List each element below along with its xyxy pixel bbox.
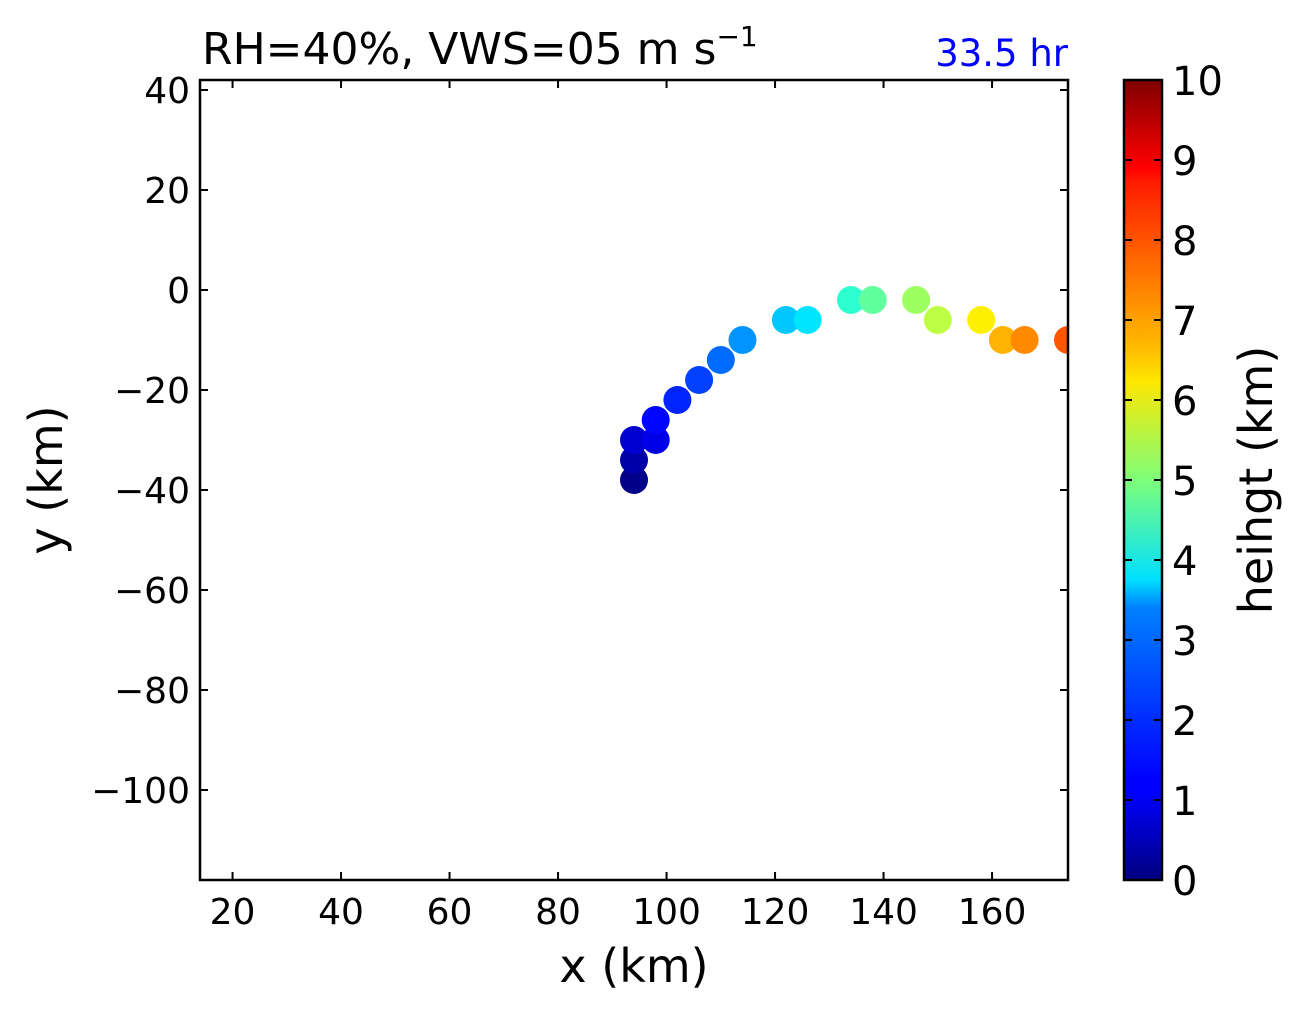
colorbar-tick-label: 10 — [1172, 59, 1223, 105]
colorbar-tick-label: 8 — [1172, 219, 1197, 265]
scatter-point — [1010, 326, 1039, 354]
chart-title-text: RH=40%, VWS=05 m s — [202, 24, 716, 75]
colorbar-tick-label: 2 — [1172, 699, 1197, 745]
scatter-point — [663, 386, 692, 414]
scatter-point — [620, 446, 648, 474]
scatter-point — [706, 346, 735, 374]
scatter-point — [837, 286, 865, 314]
colorbar-tick-label: 0 — [1172, 859, 1197, 905]
x-tick-label: 120 — [741, 892, 810, 933]
scatter-point — [641, 426, 670, 454]
colorbar-ticks: 0 1 2 3 4 5 6 7 8 9 10 — [1124, 59, 1223, 905]
scatter-points — [620, 286, 1068, 494]
scatter-point — [685, 366, 714, 394]
y-tick-label: −60 — [114, 571, 190, 612]
chart-title: RH=40%, VWS=05 m s−1 — [202, 20, 758, 75]
scatter-point — [620, 466, 648, 494]
plot-frame — [198, 78, 1070, 882]
colorbar-tick-label: 9 — [1172, 139, 1197, 185]
x-tick-label: 80 — [535, 892, 581, 933]
scatter-point — [858, 286, 887, 314]
x-axis-ticks: 20 40 60 80 100 120 140 160 — [210, 80, 1027, 933]
scatter-point — [1054, 326, 1068, 354]
y-tick-label: 40 — [144, 71, 190, 112]
y-tick-label: −100 — [91, 771, 190, 812]
x-tick-label: 140 — [849, 892, 918, 933]
scatter-point — [902, 286, 931, 314]
x-tick-label: 60 — [427, 892, 473, 933]
y-tick-label: 0 — [167, 271, 190, 312]
y-axis-ticks: 40 20 0 −20 −40 −60 −80 −100 — [91, 71, 1068, 812]
y-tick-label: −20 — [114, 371, 190, 412]
colorbar-tick-label: 3 — [1172, 619, 1197, 665]
colorbar-tick-label: 5 — [1172, 459, 1197, 505]
scatter-point — [988, 326, 1017, 354]
chart-title-superscript: −1 — [716, 20, 757, 53]
x-axis-label: x (km) — [559, 939, 708, 993]
colorbar-tick-label: 6 — [1172, 379, 1197, 425]
y-tick-label: −80 — [114, 671, 190, 712]
scatter-point — [641, 406, 670, 434]
scatter-point — [728, 326, 757, 354]
x-tick-label: 100 — [632, 892, 701, 933]
y-tick-label: −40 — [114, 471, 190, 512]
colorbar-label: heihgt (km) — [1229, 346, 1283, 615]
scatter-point — [771, 306, 800, 334]
y-tick-label: 20 — [144, 171, 190, 212]
scatter-point — [620, 426, 648, 454]
y-axis-label: y (km) — [19, 405, 73, 554]
x-tick-label: 40 — [318, 892, 364, 933]
x-tick-label: 20 — [210, 892, 256, 933]
colorbar-tick-label: 7 — [1172, 299, 1197, 345]
scatter-point — [793, 306, 822, 334]
scatter-point — [923, 306, 952, 334]
colorbar-tick-label: 1 — [1172, 779, 1197, 825]
x-tick-label: 160 — [958, 892, 1027, 933]
scatter-point — [967, 306, 996, 334]
time-label: 33.5 hr — [935, 32, 1069, 75]
colorbar-tick-label: 4 — [1172, 539, 1197, 585]
